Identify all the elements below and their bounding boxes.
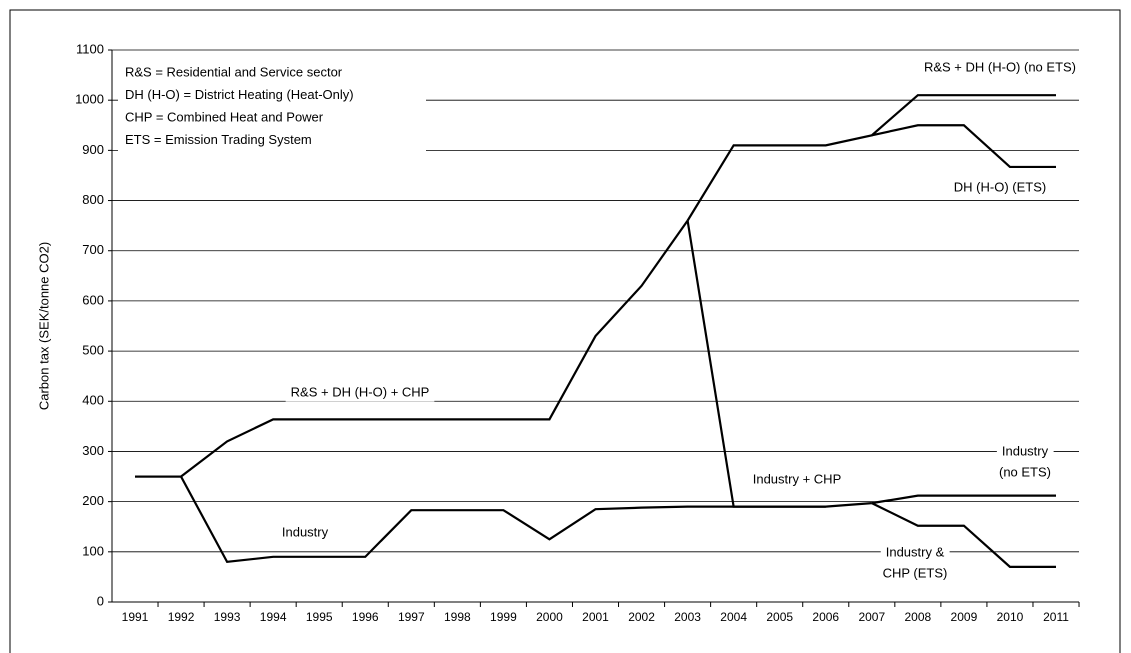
label-background xyxy=(996,441,1054,461)
x-tick-label: 2009 xyxy=(951,610,978,624)
x-tick-label: 2007 xyxy=(858,610,885,624)
label-background xyxy=(276,522,334,542)
y-tick-label: 600 xyxy=(82,292,104,307)
x-tick-label: 1995 xyxy=(306,610,333,624)
y-tick-label: 100 xyxy=(82,543,104,558)
series-label: CHP (ETS) xyxy=(883,565,948,580)
x-tick-label: 1998 xyxy=(444,610,471,624)
x-tick-label: 2011 xyxy=(1043,610,1069,624)
note: CHP = Combined Heat and Power xyxy=(125,109,324,124)
y-tick-label: 300 xyxy=(82,443,104,458)
y-tick-label: 700 xyxy=(82,242,104,257)
note: ETS = Emission Trading System xyxy=(125,132,312,147)
series-line xyxy=(871,502,1056,568)
label-background xyxy=(877,563,953,583)
series-label: R&S + DH (H-O) (no ETS) xyxy=(924,59,1076,74)
x-tick-label: 2004 xyxy=(720,610,747,624)
series-label: DH (H-O) (ETS) xyxy=(954,179,1046,194)
y-tick-label: 200 xyxy=(82,493,104,508)
series-line xyxy=(871,124,1056,169)
series-line xyxy=(871,494,1056,505)
series-label: Industry + CHP xyxy=(753,471,842,486)
x-tick-label: 1999 xyxy=(490,610,517,624)
y-tick-label: 1100 xyxy=(76,41,104,56)
series-label: Industry xyxy=(1002,443,1049,458)
x-tick-label: 2001 xyxy=(582,610,609,624)
x-tick-label: 2010 xyxy=(997,610,1024,624)
series-line xyxy=(135,475,826,564)
note: R&S = Residential and Service sector xyxy=(125,64,343,79)
x-tick-label: 1996 xyxy=(352,610,379,624)
y-tick-label: 0 xyxy=(97,593,104,608)
x-tick-label: 1993 xyxy=(214,610,241,624)
y-tick-label: 1000 xyxy=(75,92,104,107)
notes-box xyxy=(118,60,426,152)
y-tick-label: 400 xyxy=(82,393,104,408)
label-background xyxy=(285,382,435,402)
x-tick-label: 2008 xyxy=(904,610,931,624)
x-tick-label: 2003 xyxy=(674,610,701,624)
label-background xyxy=(880,542,950,562)
x-tick-label: 2002 xyxy=(628,610,655,624)
x-tick-label: 2005 xyxy=(766,610,793,624)
series-label: Industry & xyxy=(886,544,945,559)
x-tick-label: 2000 xyxy=(536,610,563,624)
note: DH (H-O) = District Heating (Heat-Only) xyxy=(125,87,354,102)
x-tick-label: 1994 xyxy=(260,610,287,624)
series-line xyxy=(135,219,689,478)
x-tick-label: 1997 xyxy=(398,610,425,624)
y-tick-label: 800 xyxy=(82,192,104,207)
y-tick-label: 900 xyxy=(82,142,104,157)
series-label: Industry xyxy=(282,524,329,539)
series-label: R&S + DH (H-O) + CHP xyxy=(291,384,430,399)
x-tick-label: 1991 xyxy=(122,610,149,624)
label-background xyxy=(918,57,1082,77)
label-background xyxy=(948,177,1052,197)
label-background xyxy=(747,469,847,489)
y-tick-label: 500 xyxy=(82,343,104,358)
series-label: (no ETS) xyxy=(999,464,1051,479)
y-axis-title: Carbon tax (SEK/tonne CO2) xyxy=(36,242,51,410)
label-background xyxy=(993,462,1057,482)
x-tick-label: 1992 xyxy=(168,610,195,624)
x-tick-label: 2006 xyxy=(812,610,839,624)
